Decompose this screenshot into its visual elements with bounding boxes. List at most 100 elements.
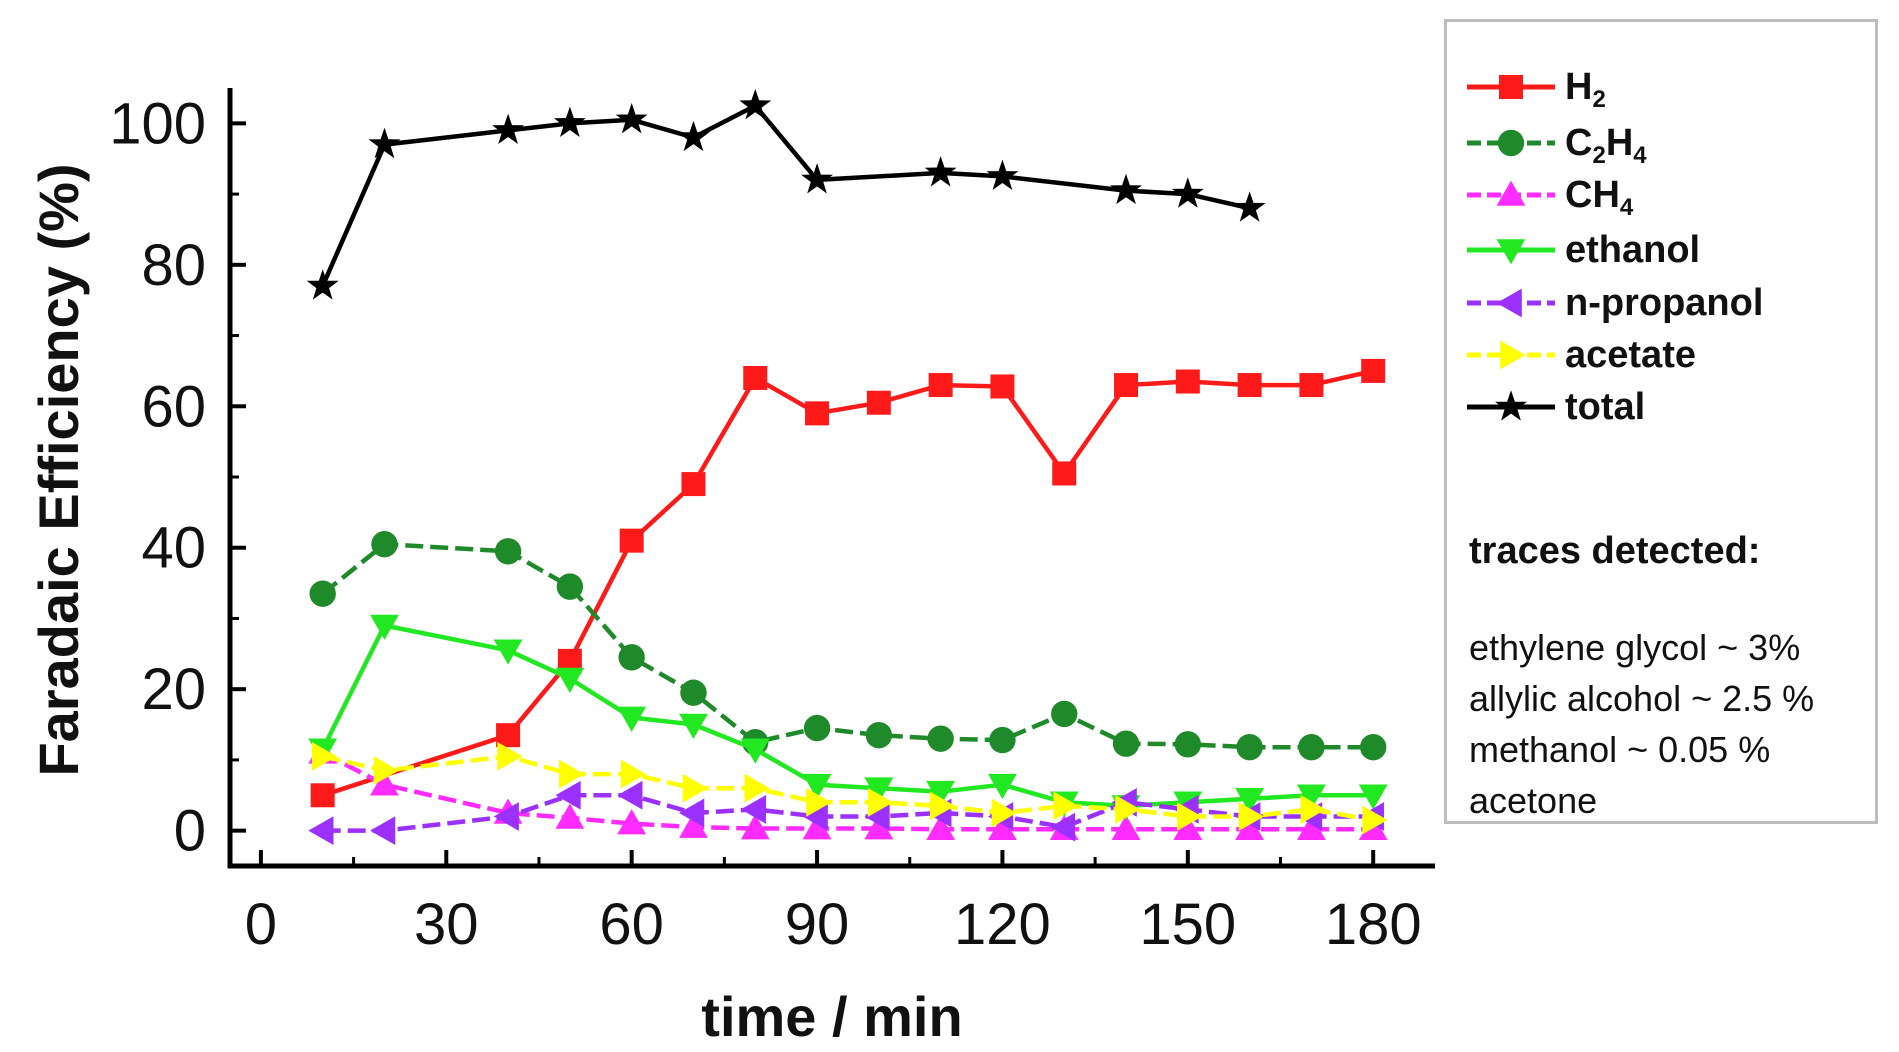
data-point-n-propanol [555, 780, 581, 810]
legend-label: ethanol [1565, 227, 1700, 273]
trace-item: acetone [1469, 780, 1598, 821]
data-point-acetate [929, 791, 956, 821]
data-point-ch4 [926, 814, 956, 841]
data-point-ethanol [988, 773, 1017, 800]
data-point-ch4 [864, 814, 894, 840]
legend-text: CH [1565, 174, 1620, 216]
data-point-h2 [805, 401, 830, 426]
data-point-acetate [744, 773, 770, 803]
data-point-h2 [1114, 373, 1139, 398]
data-point-ch4 [988, 814, 1017, 841]
data-point-total [986, 159, 1019, 190]
data-point-ethanol [679, 713, 708, 739]
data-point-total [801, 163, 833, 194]
trace-item: ethylene glycol ~ 3% [1469, 627, 1801, 668]
data-point-c2h4 [309, 580, 336, 607]
legend-label: acetate [1565, 332, 1696, 378]
data-point-total [553, 106, 586, 137]
data-point-c2h4 [680, 679, 707, 706]
data-point-total [677, 120, 710, 152]
data-point-ch4 [370, 770, 399, 796]
series-ethanol [308, 614, 1388, 821]
data-point-n-propanol [493, 802, 519, 831]
data-point-total [924, 156, 957, 187]
legend-text: H [1565, 66, 1593, 108]
data-point-ch4 [617, 809, 647, 835]
data-point-ethanol [493, 639, 523, 665]
plot-area: 0 30 60 90 120 150 180 0 20 40 60 80 100 [109, 88, 1435, 957]
data-point-h2 [928, 373, 953, 398]
legend-label: CH4 [1565, 172, 1634, 221]
data-point-n-propanol [740, 795, 767, 824]
legend-symbol [1467, 390, 1555, 421]
data-point-h2 [681, 472, 706, 497]
legend-symbol [1467, 129, 1555, 157]
y-tick-label: 100 [109, 91, 206, 156]
data-point-total [368, 127, 401, 159]
data-point-acetate [1362, 805, 1388, 835]
y-axis-title: Faradaic Efficiency (%) [27, 163, 90, 776]
data-point-h2 [990, 374, 1015, 399]
data-point-acetate [1177, 802, 1203, 831]
data-point-total [1110, 173, 1142, 205]
legend-marker [1496, 180, 1526, 206]
legend-item-n-propanol: n-propanol [1447, 280, 1877, 326]
series-h2 [310, 358, 1386, 808]
data-point-c2h4 [494, 538, 522, 565]
legend-item-h2: H2 [1447, 64, 1877, 113]
series-ch4 [308, 738, 1388, 841]
legend-subscript: 2 [1592, 142, 1606, 169]
series-acetate [311, 741, 1388, 835]
data-point-ethanol [740, 738, 770, 764]
data-point-acetate [682, 773, 708, 803]
data-point-ethanol [802, 773, 832, 800]
legend-text: H [1605, 122, 1634, 164]
data-point-n-propanol [308, 816, 334, 846]
data-point-ch4 [679, 812, 708, 838]
data-point-ethanol [617, 706, 647, 732]
data-point-total [615, 103, 648, 134]
data-point-c2h4 [989, 726, 1016, 754]
trace-item: methanol ~ 0.05 % [1469, 729, 1771, 770]
x-tick-label: 60 [599, 892, 664, 957]
x-tick-label: 0 [245, 892, 277, 957]
data-point-total [306, 269, 339, 300]
data-point-c2h4 [1051, 700, 1078, 728]
legend-label: C2H4 [1565, 120, 1647, 169]
data-point-ch4 [802, 814, 832, 840]
data-point-ethanol [1235, 788, 1265, 814]
data-point-acetate [991, 798, 1017, 828]
data-point-h2 [1299, 373, 1324, 398]
data-point-c2h4 [927, 725, 954, 752]
series-line-ethanol [320, 623, 1374, 809]
legend-item-ethanol: ethanol [1447, 227, 1877, 273]
data-point-c2h4 [1236, 733, 1263, 761]
data-point-h2 [1052, 461, 1077, 486]
data-point-c2h4 [865, 721, 893, 749]
data-point-h2 [1361, 358, 1386, 383]
legend-text: C [1565, 122, 1593, 164]
data-point-ch4 [1297, 814, 1326, 841]
data-point-n-propanol [370, 816, 396, 846]
data-point-acetate [311, 741, 338, 771]
y-tick-label: 40 [141, 516, 206, 581]
data-point-h2 [619, 528, 644, 553]
data-point-acetate [497, 741, 523, 771]
data-point-total [739, 88, 772, 120]
data-point-c2h4 [803, 714, 831, 742]
legend-subscript: 4 [1633, 142, 1647, 169]
data-point-c2h4 [1174, 731, 1202, 758]
data-point-h2 [1175, 369, 1200, 394]
data-point-acetate [806, 787, 832, 817]
x-tick-label: 90 [785, 892, 850, 957]
legend-label: H2 [1565, 64, 1606, 113]
legend-label: total [1565, 384, 1645, 430]
series-line-c2h4 [321, 541, 1374, 750]
x-tick-label: 120 [954, 892, 1051, 957]
y-tick-label: 0 [174, 799, 206, 864]
legend-subscript: 4 [1619, 194, 1634, 221]
legend: H2 C2H4 CH4 ethanol n-propanol acetate total t… [1444, 19, 1878, 824]
data-point-acetate [373, 756, 399, 785]
trace-item: allylic alcohol ~ 2.5 % [1469, 678, 1815, 719]
legend-subscript: 2 [1592, 86, 1606, 113]
